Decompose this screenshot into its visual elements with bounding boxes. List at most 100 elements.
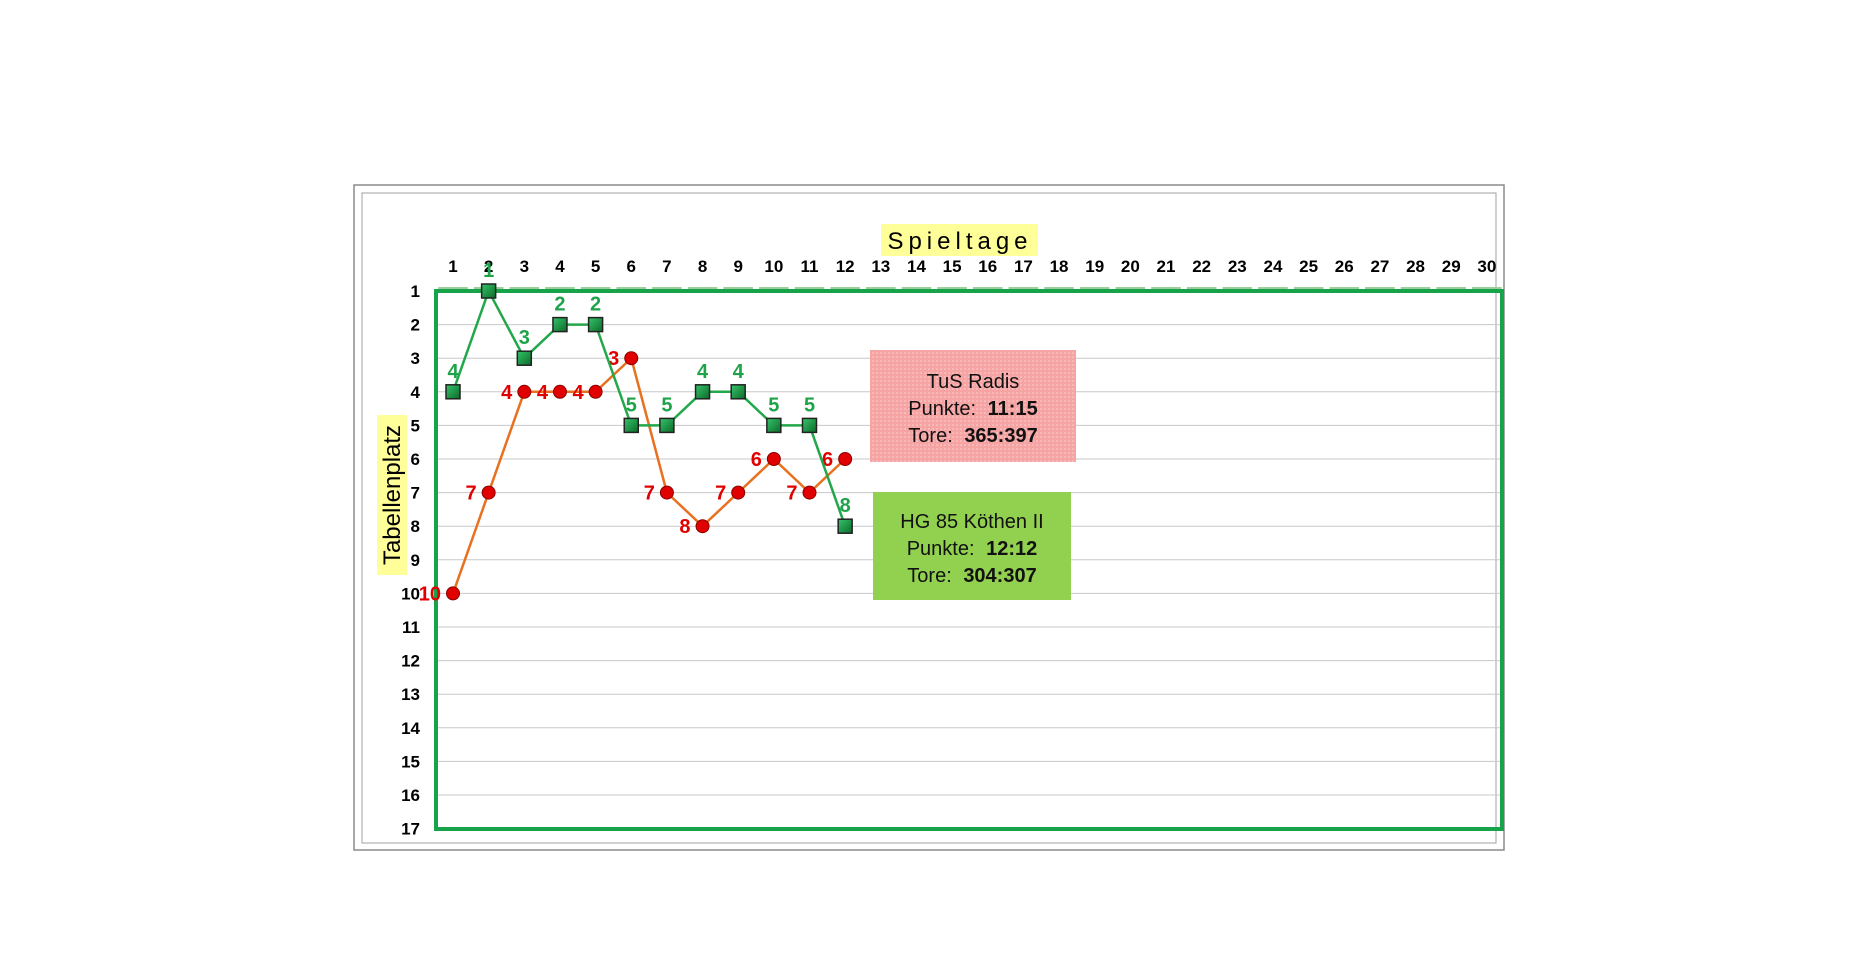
data-point	[552, 316, 568, 333]
goals-value: 365:397	[964, 425, 1037, 447]
data-point	[694, 384, 711, 400]
goals-value: 304:307	[963, 565, 1036, 587]
info-box-hg85-koethen-points: Punkte: 12:12	[907, 538, 1038, 560]
info-box-tus-radis-goals: Tore: 365:397	[908, 425, 1037, 447]
data-point	[480, 283, 497, 299]
data-point	[838, 452, 853, 466]
x-tick-label: 22	[1192, 257, 1211, 276]
data-label: 5	[804, 394, 815, 416]
data-label: 8	[840, 495, 851, 517]
data-label: 4	[733, 361, 745, 383]
data-point	[446, 586, 460, 601]
info-box-hg85-koethen-bg	[873, 492, 1071, 600]
y-tick-label: 7	[411, 484, 420, 503]
x-tick-label: 17	[1014, 257, 1033, 276]
data-label: 4	[501, 382, 513, 404]
data-point	[624, 351, 639, 366]
goals-label: Tore:	[907, 565, 951, 587]
info-box-hg85-koethen: HG 85 Köthen II Punkte: 12:12 Tore: 304:…	[873, 492, 1071, 600]
x-tick-label: 12	[836, 257, 855, 276]
data-point	[659, 417, 675, 434]
data-point	[837, 518, 853, 534]
x-tick-label: 15	[943, 257, 962, 276]
x-tick-label: 21	[1157, 257, 1176, 276]
info-box-tus-radis-team: TuS Radis	[927, 371, 1020, 393]
x-tick-label: 23	[1228, 257, 1247, 276]
data-point	[801, 417, 818, 434]
x-tick-label: 2	[484, 257, 493, 276]
y-tick-label: 12	[401, 652, 420, 671]
data-label: 6	[751, 449, 762, 471]
plot-area-border	[434, 289, 1504, 831]
points-label: Punkte:	[908, 398, 976, 420]
data-label: 4	[697, 361, 709, 383]
x-tick-label: 7	[662, 257, 671, 276]
info-box-tus-radis-bg	[870, 350, 1076, 462]
y-tick-label: 16	[401, 786, 420, 805]
x-tick-label: 13	[871, 257, 890, 276]
info-box-tus-radis-points: Punkte: 11:15	[908, 398, 1037, 420]
data-point	[802, 485, 817, 500]
data-label: 10	[419, 583, 441, 605]
x-tick-label: 26	[1335, 257, 1354, 276]
data-label: 7	[466, 483, 477, 505]
data-label: 2	[554, 294, 565, 316]
x-tick-labels: 1 2 3 4 5 6 7 8 9 10 11 12 13 14 15 16 17 18 19 20 21 22 23 24 2…	[448, 257, 1496, 276]
x-tick-label: 11	[801, 257, 819, 276]
data-point	[659, 485, 674, 500]
x-tick-label: 6	[627, 257, 636, 276]
y-tick-label: 5	[411, 416, 420, 435]
data-point	[587, 316, 604, 333]
y-tick-label: 13	[401, 685, 420, 704]
data-label: 7	[644, 483, 655, 505]
y-tick-label: 1	[411, 282, 420, 301]
y-tick-label: 8	[411, 517, 420, 536]
series-hg85-koethen: 4 1 3 2 2 5 5 4 4 5 5 8	[445, 260, 853, 534]
y-tick-label: 3	[411, 349, 420, 368]
data-point	[731, 485, 746, 500]
y-tick-label: 9	[411, 551, 420, 570]
data-label: 6	[822, 449, 833, 471]
data-point	[516, 350, 533, 366]
x-tick-label: 28	[1406, 257, 1425, 276]
y-tick-label: 17	[401, 820, 420, 839]
series-layer: 10 7 4 4 4 3 7 8 7 6 7 6 4 1 3 2 2 5 5 4 4 5 5 8	[419, 260, 853, 605]
data-label: 4	[537, 382, 549, 404]
y-tick-label: 15	[401, 752, 420, 771]
y-tick-label: 14	[401, 719, 420, 738]
x-tick-label: 1	[448, 257, 457, 276]
y-tick-label: 2	[411, 316, 420, 335]
x-tick-label: 9	[733, 257, 742, 276]
data-point	[623, 417, 639, 434]
x-tick-label: 24	[1263, 257, 1282, 276]
x-tick-label: 19	[1085, 257, 1104, 276]
chart-title: Spieltage	[887, 228, 1032, 255]
data-label: 5	[661, 394, 672, 416]
goals-label: Tore:	[908, 425, 952, 447]
info-box-tus-radis: TuS Radis Punkte: 11:15 Tore: 365:397	[870, 350, 1076, 462]
x-tick-label: 14	[907, 257, 926, 276]
x-tick-label: 29	[1442, 257, 1461, 276]
x-tick-label: 27	[1370, 257, 1389, 276]
points-value: 12:12	[986, 538, 1037, 560]
x-tick-label: 4	[555, 257, 565, 276]
data-label: 3	[608, 348, 619, 370]
data-point	[517, 384, 532, 399]
data-label: 8	[679, 516, 690, 538]
data-label: 2	[590, 294, 601, 316]
x-tick-label: 10	[764, 257, 783, 276]
x-tick-label: 20	[1121, 257, 1140, 276]
data-point	[730, 384, 746, 400]
data-label: 4	[447, 361, 459, 383]
data-label: 5	[626, 394, 637, 416]
y-tick-label: 10	[401, 584, 420, 603]
chart-title-highlight	[881, 224, 1038, 256]
data-point	[588, 384, 603, 399]
data-label: 5	[768, 394, 779, 416]
y-axis-label-highlight	[377, 415, 407, 575]
points-value: 11:15	[988, 398, 1038, 420]
x-tick-label: 30	[1477, 257, 1496, 276]
points-label: Punkte:	[907, 538, 975, 560]
